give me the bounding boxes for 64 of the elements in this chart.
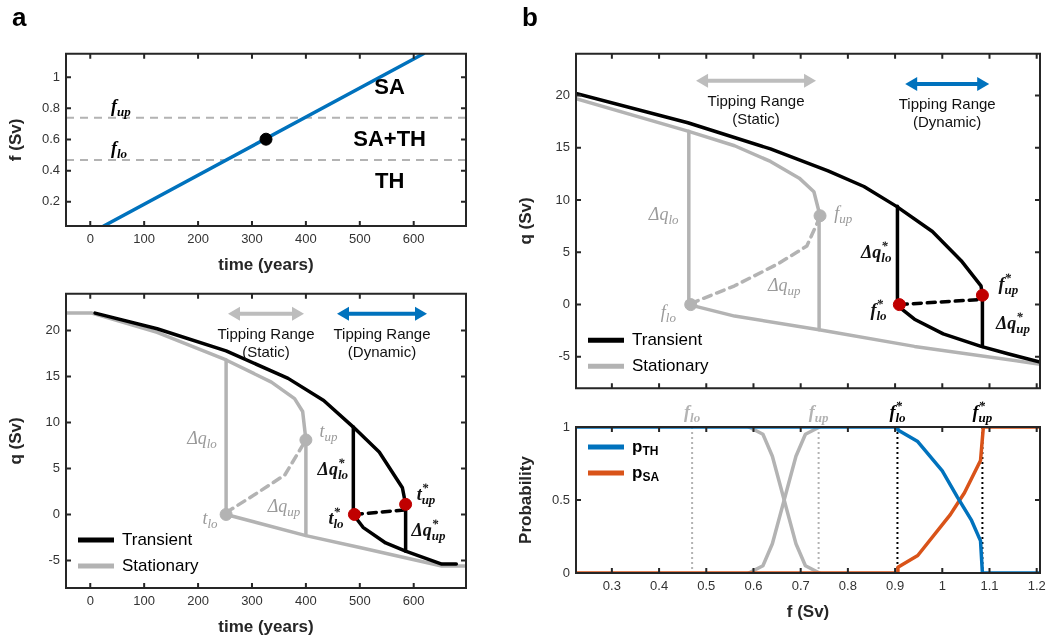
y-tick-label: 20 bbox=[555, 87, 570, 103]
legend-label: Transient bbox=[122, 529, 193, 549]
y-tick-label: 0.5 bbox=[551, 491, 570, 507]
annotation: Tipping Range (Dynamic) bbox=[333, 324, 431, 360]
annotation: TH bbox=[374, 167, 405, 193]
x-tick-label: 0.8 bbox=[838, 578, 857, 594]
y-tick-label: 20 bbox=[45, 322, 60, 338]
y-tick-label: 5 bbox=[562, 243, 570, 259]
x-tick-label: 1.1 bbox=[980, 578, 999, 594]
annotation: SA+TH bbox=[353, 125, 426, 151]
x-axis-title: time (years) bbox=[218, 255, 314, 275]
x-tick-label: 0.9 bbox=[886, 578, 905, 594]
x-tick-label: 600 bbox=[402, 231, 425, 247]
y-tick-label: -5 bbox=[48, 552, 60, 567]
x-tick-label: 0.7 bbox=[791, 578, 810, 594]
x-tick-label: 300 bbox=[241, 593, 263, 609]
x-tick-label: 0.4 bbox=[650, 578, 669, 594]
y-tick-label: 1 bbox=[562, 418, 570, 434]
legend-label: Transient bbox=[632, 329, 703, 349]
y-tick-label: 15 bbox=[555, 139, 570, 155]
annotation: Tipping Range (Dynamic) bbox=[898, 95, 996, 131]
x-tick-label: 600 bbox=[402, 593, 425, 609]
x-tick-label: 100 bbox=[133, 593, 156, 609]
y-tick-label: 0 bbox=[562, 296, 570, 312]
y-tick-label: 15 bbox=[45, 368, 60, 384]
annotation: Tipping Range (Static) bbox=[217, 324, 315, 360]
chart-title: a bbox=[12, 2, 27, 33]
legend-label: Stationary bbox=[632, 355, 710, 375]
y-tick-label: 0 bbox=[52, 506, 60, 522]
x-tick-label: 500 bbox=[348, 231, 371, 247]
x-axis-title: f (Sv) bbox=[786, 602, 830, 622]
y-tick-label: 0.8 bbox=[41, 99, 60, 115]
y-tick-label: 5 bbox=[52, 460, 60, 476]
y-tick-label: 0.4 bbox=[41, 162, 60, 178]
annotation: SA bbox=[374, 74, 405, 100]
x-tick-label: 1 bbox=[938, 578, 946, 594]
y-tick-label: 0.6 bbox=[41, 131, 60, 147]
chart-title: b bbox=[522, 2, 538, 33]
y-axis-title: f (Sv) bbox=[5, 118, 25, 162]
y-tick-label: 1 bbox=[52, 68, 60, 84]
x-tick-label: 500 bbox=[348, 593, 371, 609]
y-tick-label: 10 bbox=[45, 414, 60, 430]
y-axis-title: q (Sv) bbox=[5, 417, 25, 465]
y-axis-title: Probability bbox=[515, 455, 535, 544]
annotation: Tipping Range (Static) bbox=[707, 91, 805, 127]
y-tick-label: 10 bbox=[555, 191, 570, 207]
x-tick-label: 0 bbox=[86, 231, 94, 247]
x-tick-label: 200 bbox=[187, 231, 209, 247]
x-tick-label: 300 bbox=[241, 231, 263, 247]
x-tick-label: 1.2 bbox=[1027, 578, 1046, 594]
y-tick-label: 0.2 bbox=[41, 193, 60, 209]
x-tick-label: 0 bbox=[86, 593, 94, 609]
x-tick-label: 100 bbox=[133, 231, 156, 247]
x-tick-label: 0.5 bbox=[697, 578, 716, 594]
x-tick-label: 200 bbox=[187, 593, 209, 609]
x-tick-label: 400 bbox=[295, 231, 317, 247]
x-tick-label: 0.3 bbox=[602, 578, 621, 594]
x-tick-label: 0.6 bbox=[744, 578, 763, 594]
x-axis-title: time (years) bbox=[218, 617, 314, 637]
y-axis-title: q (Sv) bbox=[515, 197, 535, 245]
y-tick-label: 0 bbox=[562, 564, 570, 580]
x-tick-label: 400 bbox=[295, 593, 317, 609]
y-tick-label: -5 bbox=[558, 348, 570, 364]
legend-label: Stationary bbox=[122, 555, 200, 575]
